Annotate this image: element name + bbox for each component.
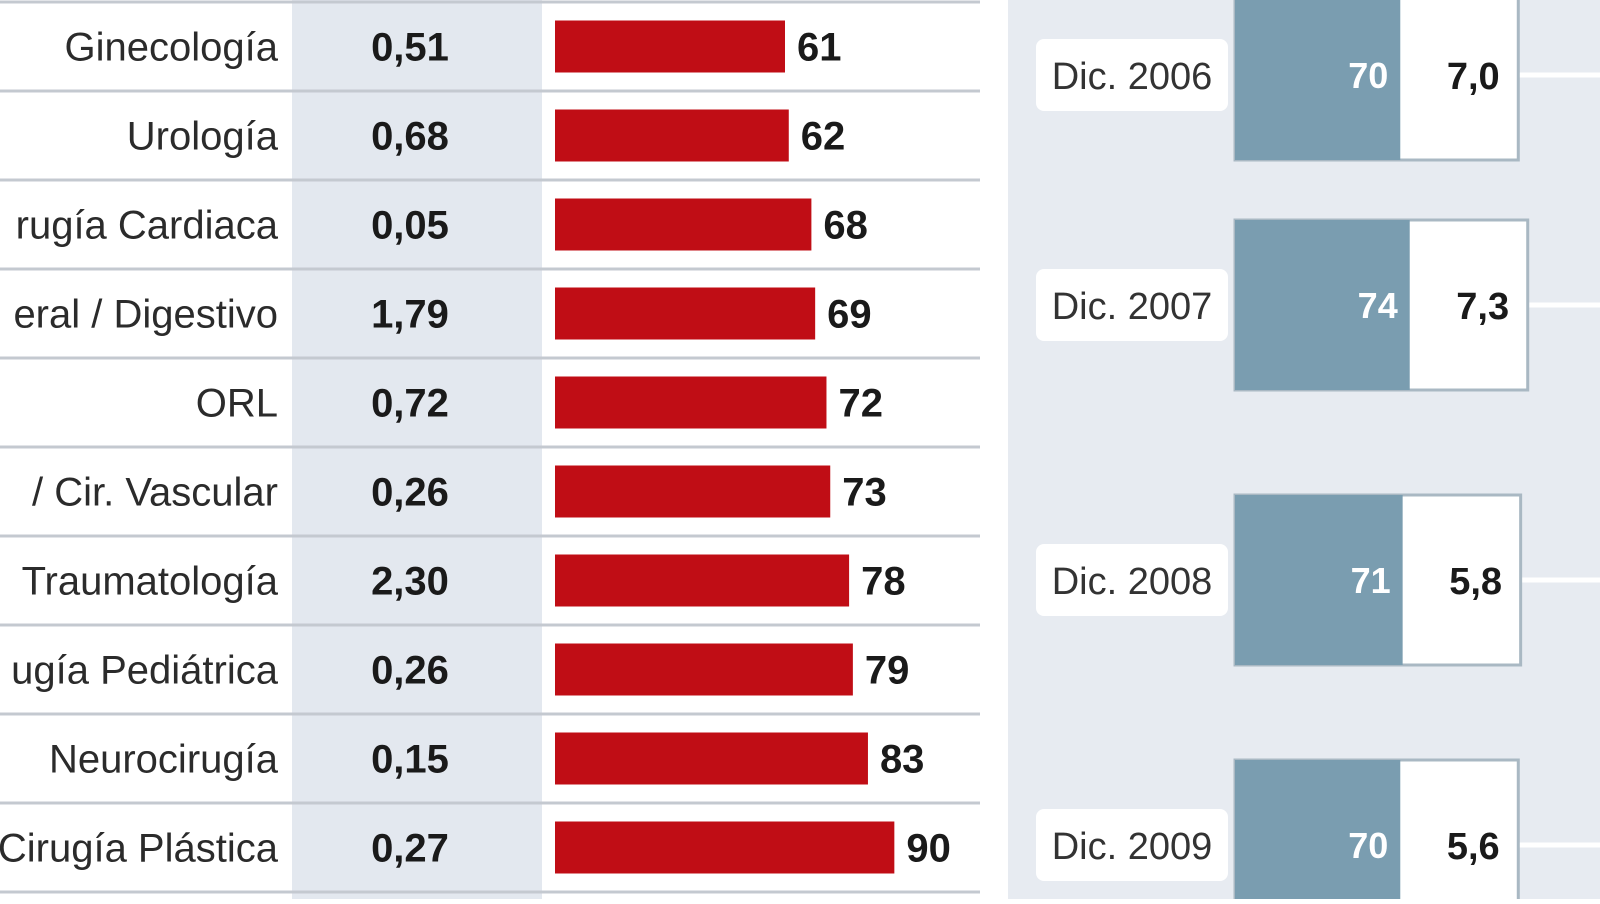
white-value-label: 7,3 [1456,286,1509,328]
bar-value-label: 79 [865,649,910,693]
specialty-label: Neurocirugía [49,738,279,782]
rate-value: 0,27 [371,827,449,871]
wait-bar [555,198,812,251]
specialty-label: Traumatología [22,560,279,604]
teal-value-label: 70 [1348,55,1388,96]
specialty-label: Urología [127,115,279,159]
date-label: Dic. 2007 [1052,286,1213,328]
rate-column-background [292,0,542,899]
bar-value-label: 83 [880,738,925,782]
rate-value: 2,30 [371,560,449,604]
teal-value-label: 70 [1348,825,1388,866]
teal-block [1235,495,1403,665]
specialty-label: ORL [196,382,278,426]
bar-value-label: 68 [823,204,868,248]
specialty-label: Ginecología [65,26,279,70]
date-label: Dic. 2009 [1052,826,1213,868]
white-value-label: 5,8 [1449,561,1502,603]
white-value-label: 7,0 [1447,56,1500,98]
specialty-label: rugía Cardiaca [16,204,279,248]
specialty-label: ugía Pediátrica [11,649,279,693]
bar-value-label: 62 [801,115,846,159]
date-label-background [1036,39,1228,111]
specialty-wait-chart: Ginecología 0,51 61 Urología 0,68 62 rugía Car… [0,0,980,899]
rate-value: 1,79 [371,293,449,337]
date-label-background [1036,269,1228,341]
rate-value: 0,26 [371,649,449,693]
teal-value-label: 74 [1358,285,1398,326]
rate-value: 0,26 [371,471,449,515]
rate-value: 0,15 [371,738,449,782]
date-label-background [1036,809,1228,881]
wait-bar [555,732,868,785]
bar-value-label: 72 [838,382,883,426]
specialty-label: eral / Digestivo [13,293,278,337]
date-label-background [1036,544,1228,616]
white-value-label: 5,6 [1447,826,1500,868]
yearly-summary-panel: Dic. 2006 70 7,0 Dic. 2007 74 7,3 Dic. 2008 71 5… [1008,0,1600,904]
wait-bar [555,376,827,429]
teal-block [1235,220,1410,390]
bar-value-label: 90 [906,827,951,871]
wait-bar [555,287,816,340]
wait-bar [555,20,785,73]
bar-value-label: 78 [861,560,906,604]
rate-value: 0,68 [371,115,449,159]
bar-value-label: 69 [827,293,872,337]
rate-value: 0,72 [371,382,449,426]
date-label: Dic. 2006 [1052,56,1213,98]
bar-value-label: 73 [842,471,887,515]
wait-bar [555,465,831,518]
teal-value-label: 71 [1351,560,1391,601]
specialty-label: Cirugía Plástica [0,827,279,871]
teal-block [1235,760,1401,904]
bar-value-label: 61 [797,26,842,70]
rate-value: 0,51 [371,26,449,70]
date-label: Dic. 2008 [1052,561,1213,603]
wait-bar [555,554,850,607]
specialty-label: / Cir. Vascular [32,471,278,515]
rate-value: 0,05 [371,204,449,248]
wait-bar [555,109,789,162]
wait-bar [555,643,853,696]
teal-block [1235,0,1401,160]
wait-bar [555,821,895,874]
